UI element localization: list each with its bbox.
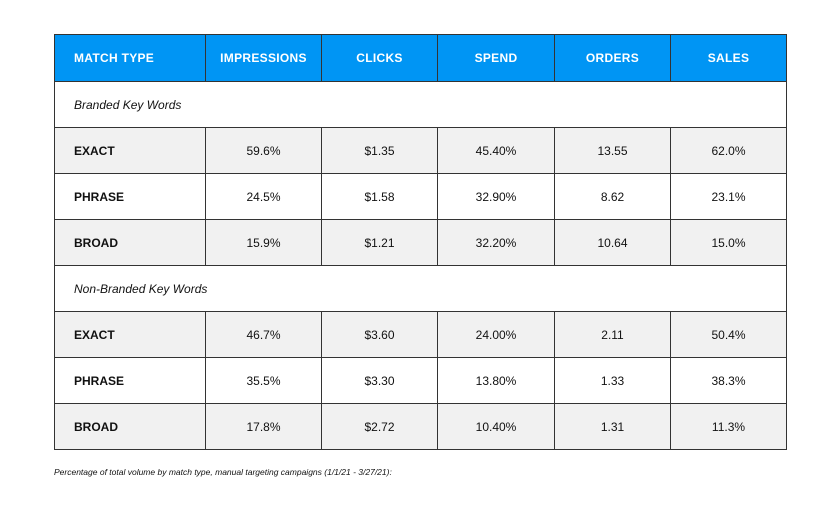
orders-cell: 2.11 <box>554 311 671 358</box>
table-header-row: MATCH TYPE IMPRESSIONS CLICKS SPEND ORDE… <box>54 34 787 82</box>
clicks-cell: $3.60 <box>321 311 438 358</box>
col-header-match-type: MATCH TYPE <box>54 34 206 82</box>
impressions-cell: 59.6% <box>205 127 322 174</box>
spend-cell: 10.40% <box>437 403 555 450</box>
impressions-cell: 35.5% <box>205 357 322 404</box>
sales-cell: 15.0% <box>670 219 787 266</box>
table-row: PHRASE 24.5% $1.58 32.90% 8.62 23.1% <box>54 173 787 220</box>
sales-cell: 23.1% <box>670 173 787 220</box>
orders-cell: 10.64 <box>554 219 671 266</box>
impressions-cell: 24.5% <box>205 173 322 220</box>
spend-cell: 13.80% <box>437 357 555 404</box>
spend-cell: 32.20% <box>437 219 555 266</box>
sales-cell: 50.4% <box>670 311 787 358</box>
clicks-cell: $1.35 <box>321 127 438 174</box>
sales-cell: 38.3% <box>670 357 787 404</box>
match-type-cell: BROAD <box>54 403 206 450</box>
orders-cell: 8.62 <box>554 173 671 220</box>
match-type-cell: EXACT <box>54 127 206 174</box>
match-type-cell: EXACT <box>54 311 206 358</box>
col-header-spend: SPEND <box>437 34 555 82</box>
table-row: PHRASE 35.5% $3.30 13.80% 1.33 38.3% <box>54 357 787 404</box>
orders-cell: 1.33 <box>554 357 671 404</box>
table-row: EXACT 46.7% $3.60 24.00% 2.11 50.4% <box>54 311 787 358</box>
spend-cell: 45.40% <box>437 127 555 174</box>
clicks-cell: $2.72 <box>321 403 438 450</box>
group-title: Non-Branded Key Words <box>54 265 787 312</box>
match-type-table: MATCH TYPE IMPRESSIONS CLICKS SPEND ORDE… <box>54 34 787 450</box>
col-header-orders: ORDERS <box>554 34 671 82</box>
impressions-cell: 46.7% <box>205 311 322 358</box>
clicks-cell: $3.30 <box>321 357 438 404</box>
match-type-cell: BROAD <box>54 219 206 266</box>
clicks-cell: $1.21 <box>321 219 438 266</box>
orders-cell: 1.31 <box>554 403 671 450</box>
orders-cell: 13.55 <box>554 127 671 174</box>
spend-cell: 24.00% <box>437 311 555 358</box>
table-row: BROAD 15.9% $1.21 32.20% 10.64 15.0% <box>54 219 787 266</box>
clicks-cell: $1.58 <box>321 173 438 220</box>
match-type-cell: PHRASE <box>54 173 206 220</box>
impressions-cell: 17.8% <box>205 403 322 450</box>
group-row-non-branded: Non-Branded Key Words <box>54 265 787 312</box>
sales-cell: 11.3% <box>670 403 787 450</box>
col-header-sales: SALES <box>670 34 787 82</box>
match-type-cell: PHRASE <box>54 357 206 404</box>
table-row: BROAD 17.8% $2.72 10.40% 1.31 11.3% <box>54 403 787 450</box>
impressions-cell: 15.9% <box>205 219 322 266</box>
spend-cell: 32.90% <box>437 173 555 220</box>
footnote: Percentage of total volume by match type… <box>54 467 392 477</box>
col-header-impressions: IMPRESSIONS <box>205 34 322 82</box>
sales-cell: 62.0% <box>670 127 787 174</box>
table-row: EXACT 59.6% $1.35 45.40% 13.55 62.0% <box>54 127 787 174</box>
group-row-branded: Branded Key Words <box>54 81 787 128</box>
group-title: Branded Key Words <box>54 81 787 128</box>
col-header-clicks: CLICKS <box>321 34 438 82</box>
